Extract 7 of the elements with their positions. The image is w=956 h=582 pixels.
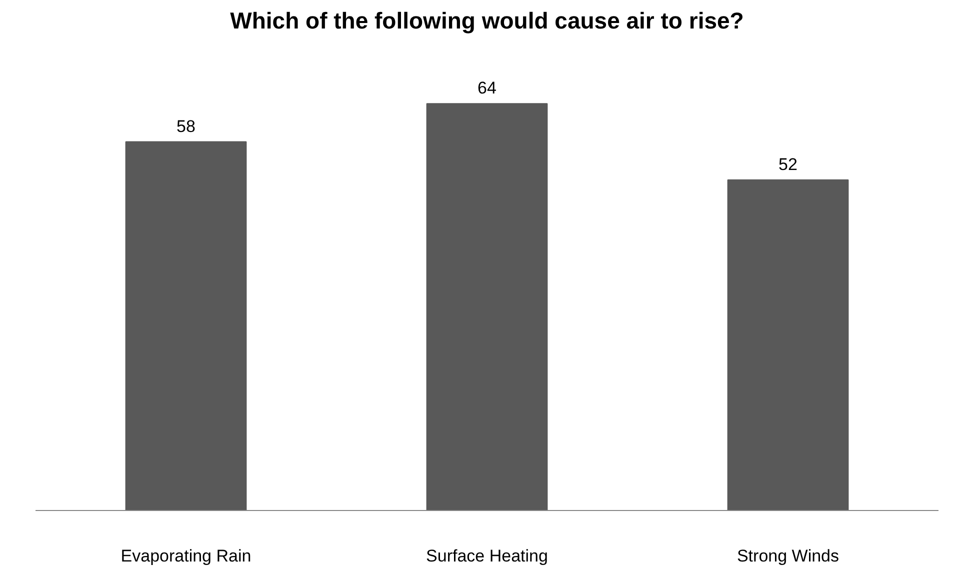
x-tick-label: Surface Heating (426, 546, 548, 566)
data-label: 58 (176, 116, 196, 136)
x-tick-label: Strong Winds (736, 546, 840, 566)
x-tick-label: Evaporating Rain (120, 546, 252, 566)
chart-title: Which of the following would cause air to rise? (230, 8, 744, 34)
data-label: 64 (478, 78, 496, 98)
data-label: 52 (778, 154, 798, 174)
